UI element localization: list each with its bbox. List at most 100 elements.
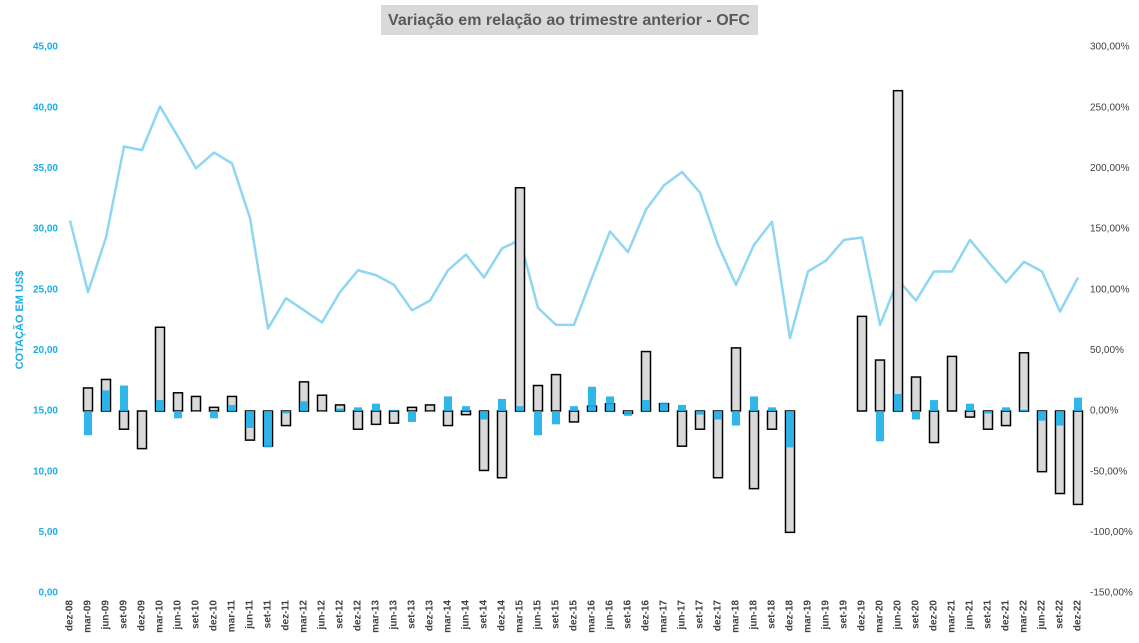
y-tick-label: 30,00 [33,224,58,235]
bar [750,396,758,411]
bar [982,410,994,430]
bar [552,411,560,425]
x-tick-label: mar-15 [515,600,526,633]
x-tick-label: jun-09 [101,600,112,631]
bar [118,410,130,430]
bar [1072,410,1084,506]
bar [910,376,922,412]
bar [786,411,794,448]
x-tick-label: dez-17 [713,600,724,632]
x-tick-label: dez-14 [497,600,508,632]
x-tick-label: set-16 [623,600,634,629]
y-axis-title: COTAÇÃO EM US$ [13,271,26,370]
bar [480,411,488,420]
y-tick-label: 25,00 [33,284,58,295]
x-tick-label: dez-08 [65,600,76,632]
bar [876,411,884,442]
bar [496,410,508,479]
bar [498,398,506,411]
bar [514,186,526,412]
x-tick-label: mar-13 [371,600,382,633]
bar [730,347,742,412]
y-tick-label: 45,00 [33,42,58,53]
x-tick-label: mar-19 [803,600,814,633]
x-tick-label: set-11 [263,600,274,629]
x-tick-label: set-13 [407,600,418,629]
x-tick-label: mar-12 [299,600,310,633]
bar [984,411,992,414]
x-tick-label: mar-16 [587,600,598,633]
bar [336,408,344,411]
x-tick-label: dez-18 [785,600,796,632]
x-tick-label: dez-16 [641,600,652,632]
x-tick-label: jun-18 [749,600,760,631]
bar [676,410,688,447]
bar [588,386,596,411]
bar [748,410,760,490]
bar [156,400,164,411]
price-line [68,105,1080,340]
x-tick-label: mar-11 [227,600,238,633]
bar [1038,411,1046,421]
y-tick-label: 20,00 [33,345,58,356]
x-tick-label: mar-21 [947,600,958,633]
bar [352,410,364,430]
y2-tick-label: 0,00% [1090,406,1118,417]
bar [172,392,184,412]
x-tick-label: mar-17 [659,600,670,633]
bar [282,411,290,414]
y-tick-label: 10,00 [33,466,58,477]
bar [210,411,218,419]
x-tick-label: dez-09 [137,600,148,632]
y2-tick-label: 50,00% [1090,345,1124,356]
y2-tick-label: -150,00% [1090,588,1133,599]
bar [642,400,650,411]
x-tick-label: dez-21 [1001,600,1012,632]
bar [1056,411,1064,426]
bar [460,410,472,416]
bar [946,355,958,412]
bar [372,403,380,411]
x-tick-label: jun-22 [1037,600,1048,631]
x-tick-label: dez-15 [569,600,580,632]
x-tick-label: jun-21 [965,600,976,631]
bar [766,410,778,430]
bar [442,410,454,427]
x-tick-label: set-12 [335,600,346,629]
x-tick-label: dez-12 [353,600,364,632]
title-box [381,5,758,35]
bar [1002,407,1010,411]
bar [732,411,740,426]
bar [568,410,580,423]
bar [354,407,362,411]
bar [228,404,236,411]
x-tick-label: mar-10 [155,600,166,633]
x-tick-label: set-19 [839,600,850,629]
y2-tick-label: 200,00% [1090,163,1130,174]
bar [624,411,632,416]
bar [1000,410,1012,427]
x-tick-label: set-15 [551,600,562,629]
bar [462,406,470,411]
bar [426,411,434,412]
y-tick-label: 15,00 [33,406,58,417]
x-tick-label: dez-10 [209,600,220,632]
bar [192,411,200,412]
bar [84,411,92,436]
bar [930,400,938,411]
chart-title: Variação em relação ao trimestre anterio… [388,12,750,29]
x-tick-label: mar-14 [443,600,454,633]
x-tick-label: jun-19 [821,600,832,631]
bar [300,401,308,411]
x-tick-label: set-20 [911,600,922,629]
bar [154,326,166,412]
x-tick-label: jun-20 [893,600,904,631]
bar [264,411,272,448]
x-tick-label: set-18 [767,600,778,629]
x-tick-label: jun-11 [245,600,256,630]
x-tick-label: jun-10 [173,600,184,631]
bar [570,406,578,411]
y2-tick-label: 300,00% [1090,42,1130,53]
